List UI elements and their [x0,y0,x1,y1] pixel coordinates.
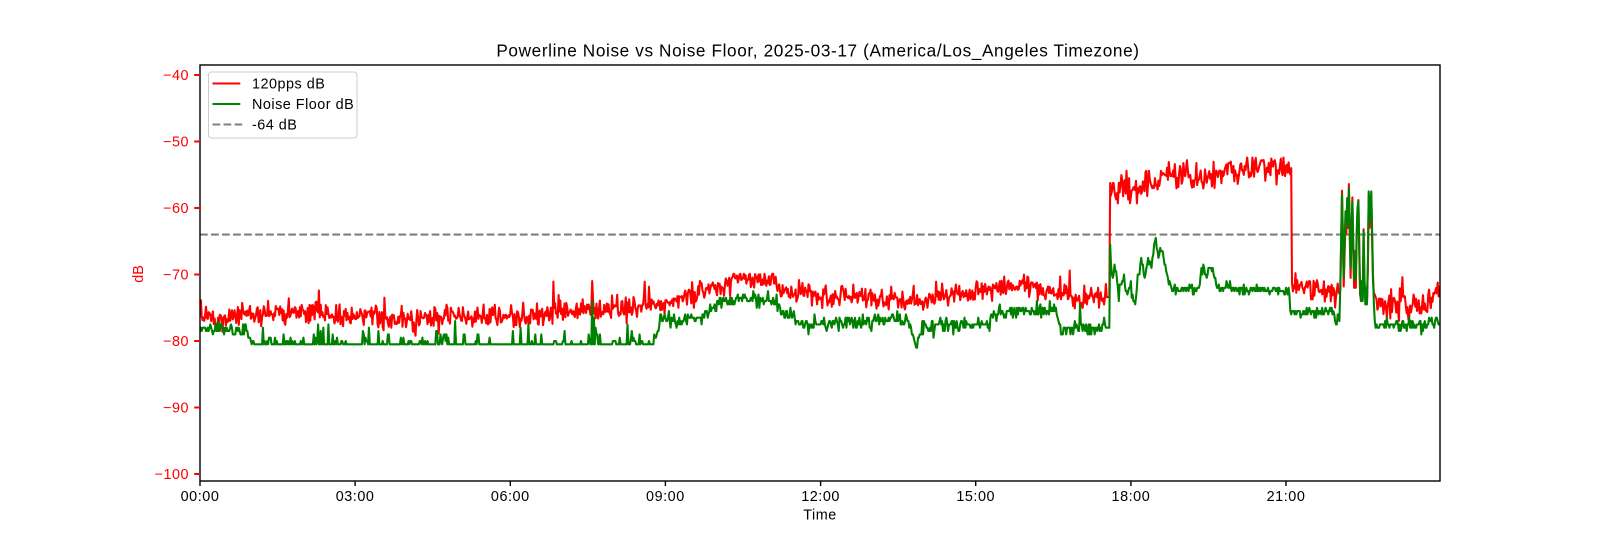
svg-text:00:00: 00:00 [181,489,220,505]
svg-text:−100: −100 [155,467,189,483]
svg-text:−40: −40 [163,68,189,84]
svg-text:18:00: 18:00 [1112,489,1151,505]
svg-text:21:00: 21:00 [1267,489,1306,505]
svg-text:12:00: 12:00 [801,489,840,505]
svg-text:03:00: 03:00 [336,489,375,505]
svg-text:−90: −90 [163,401,189,417]
svg-text:−80: −80 [163,334,189,350]
svg-text:Powerline Noise vs Noise Floor: Powerline Noise vs Noise Floor, 2025-03-… [496,41,1139,61]
svg-text:−70: −70 [163,268,189,284]
svg-text:-64 dB: -64 dB [252,118,297,134]
svg-text:15:00: 15:00 [956,489,995,505]
svg-text:120pps dB: 120pps dB [252,77,325,93]
svg-text:−50: −50 [163,135,189,151]
svg-text:Noise Floor dB: Noise Floor dB [252,97,354,113]
svg-text:09:00: 09:00 [646,489,685,505]
svg-text:−60: −60 [163,201,189,217]
svg-text:Time: Time [803,508,836,524]
svg-text:06:00: 06:00 [491,489,530,505]
svg-text:dB: dB [131,265,147,283]
